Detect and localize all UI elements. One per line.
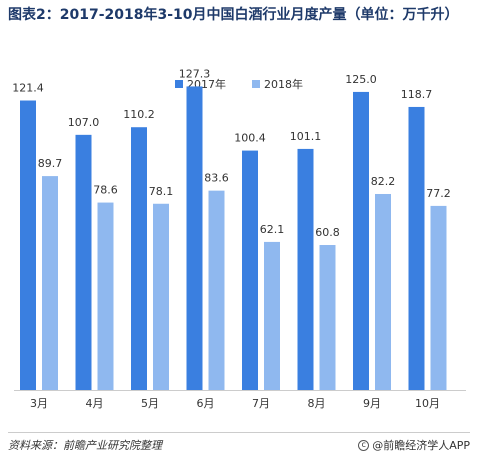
x-tick-label: 3月 xyxy=(30,397,48,410)
data-label-2018-8: 60.8 xyxy=(315,226,340,239)
bar-2018-3 xyxy=(42,176,58,390)
data-label-2017-8: 101.1 xyxy=(290,130,322,143)
data-label-2017-4: 107.0 xyxy=(68,116,100,129)
legend-label-2018: 2018年 xyxy=(264,78,303,91)
bar-2017-4 xyxy=(75,134,92,390)
x-tick-label: 9月 xyxy=(363,397,381,410)
legend-swatch-2018 xyxy=(252,80,260,88)
data-label-2018-4: 78.6 xyxy=(93,184,118,197)
data-label-2018-10: 77.2 xyxy=(426,187,451,200)
data-label-2018-7: 62.1 xyxy=(260,223,285,236)
data-label-2017-9: 125.0 xyxy=(345,73,377,86)
data-label-2017-6: 127.3 xyxy=(179,67,211,80)
brand-text: @前瞻经济学人APP xyxy=(372,439,470,452)
data-label-2017-7: 100.4 xyxy=(234,132,266,145)
bar-2018-7 xyxy=(264,241,280,390)
data-label-2018-9: 82.2 xyxy=(371,175,396,188)
x-tick-label: 8月 xyxy=(308,397,326,410)
bar-2017-10 xyxy=(408,106,425,390)
data-label-2018-5: 78.1 xyxy=(149,185,174,198)
bar-2017-9 xyxy=(353,91,369,390)
x-tick-label: 10月 xyxy=(415,397,440,410)
x-tick-label: 4月 xyxy=(86,397,104,410)
source-note: 资料来源：前瞻产业研究院整理 xyxy=(8,439,162,452)
bar-2018-5 xyxy=(153,203,169,390)
legend-swatch-2017 xyxy=(175,80,183,88)
footer: 资料来源：前瞻产业研究院整理 c @前瞻经济学人APP xyxy=(8,436,470,454)
bar-2018-10 xyxy=(430,205,447,390)
x-tick-label: 7月 xyxy=(252,397,270,410)
data-label-2017-10: 118.7 xyxy=(401,88,433,101)
data-label-2018-6: 83.6 xyxy=(204,172,229,185)
bar-2017-6 xyxy=(186,86,203,390)
copyright-circle-icon: c xyxy=(358,439,370,451)
footer-divider xyxy=(8,432,470,433)
bar-2017-3 xyxy=(20,100,36,390)
data-label-2018-3: 89.7 xyxy=(38,157,63,170)
x-tick-label: 6月 xyxy=(197,397,215,410)
data-label-2017-3: 121.4 xyxy=(12,82,44,95)
bar-2017-7 xyxy=(242,150,258,390)
x-tick-label: 5月 xyxy=(141,397,159,410)
bar-2018-8 xyxy=(319,245,336,390)
bar-2018-6 xyxy=(208,190,225,390)
bar-2018-4 xyxy=(97,202,114,390)
data-label-2017-5: 110.2 xyxy=(123,108,155,121)
bar-2017-5 xyxy=(131,127,147,390)
brand-credit: c @前瞻经济学人APP xyxy=(358,437,470,453)
chart-title: 图表2：2017-2018年3-10月中国白酒行业月度产量（单位：万千升） xyxy=(8,7,459,23)
legend-item-2018: 2018年 xyxy=(252,76,303,92)
bar-2017-8 xyxy=(297,148,314,390)
bar-2018-9 xyxy=(375,193,391,390)
